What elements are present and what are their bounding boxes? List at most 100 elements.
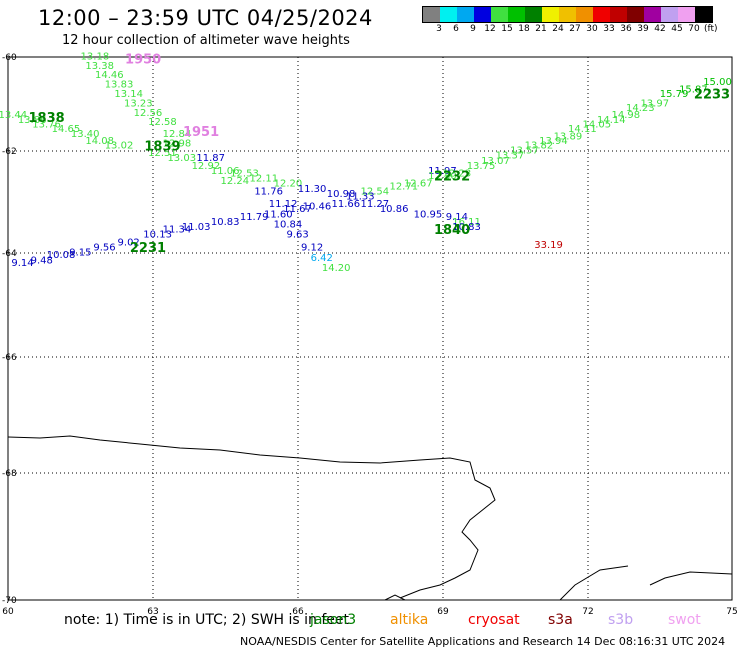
legend-swatch [542,7,559,22]
swh-value: 11.87 [196,153,225,164]
swh-value: 13.23 [124,98,153,109]
swh-value: 12.23 [443,169,472,180]
swh-value: 12.53 [230,169,259,180]
legend-label: 24 [552,24,564,34]
swh-value: 16.11 [452,217,481,228]
swh-value: 13.89 [554,131,583,142]
legend-label: 6 [453,24,459,34]
time-label: 2233 [694,88,730,103]
swh-value: 9.14 [11,258,33,269]
lon-label: 72 [582,607,593,617]
swh-value: 10.95 [414,209,443,220]
swh-value: 13.86 [18,115,47,126]
swh-value: 13.40 [71,129,100,140]
swh-value: 9.12 [301,242,323,253]
swh-value: 14.98 [611,110,640,121]
lon-label: 66 [292,607,304,617]
legend-swatch [525,7,542,22]
legend-swatch [644,7,661,22]
lon-label: 75 [726,607,737,617]
coastline [559,565,629,601]
coastline [649,571,733,586]
satellite-legend-item: s3b [608,612,634,628]
legend-swatch [474,7,491,22]
swh-value: 6.42 [311,253,333,264]
legend-label: 27 [569,24,581,34]
legend-label: 70 [688,24,700,34]
legend-swatch [440,7,457,22]
time-label: 1838 [29,111,65,126]
swh-value: 12.51 [148,148,177,159]
swh-value: 12.92 [192,161,221,172]
legend-swatch [559,7,576,22]
legend-swatch [627,7,644,22]
swh-value: 14.23 [626,103,655,114]
swh-value: 12.20 [274,179,303,190]
satellite-legend-item: cryosat [468,612,520,628]
legend-label: 33 [603,24,615,34]
coastline [7,435,496,599]
lat-label: -62 [2,147,17,157]
legend-label: 39 [637,24,649,34]
satellite-legend-item: altika [390,612,429,628]
map-subtitle: 12 hour collection of altimeter wave hei… [62,33,350,48]
swh-value: 13.38 [85,61,114,72]
swh-value: 14.20 [322,263,351,274]
lon-label: 60 [2,607,14,617]
swh-value: 13.75 [467,161,496,172]
legend-label: 21 [535,24,547,34]
legend-swatch [457,7,474,22]
swh-value: 13.18 [81,51,110,62]
swh-value: 11.34 [163,225,192,236]
legend-swatch [678,7,695,22]
swh-value: 13.83 [105,80,134,91]
swh-value: 14.11 [568,124,597,135]
lat-label: -60 [2,53,17,63]
swh-value: 12.11 [249,174,278,185]
swh-value: 11.27 [361,199,390,210]
legend-swatch [491,7,508,22]
swh-value: 14.08 [85,136,114,147]
legend-label: 42 [654,24,666,34]
legend-label: 45 [671,24,683,34]
swh-value: 11.06 [211,166,240,177]
map-title: 12:00 – 23:59 UTC 04/25/2024 [38,6,373,30]
swh-value: 14.65 [52,124,81,135]
satellite-legend-item: jason3 [310,612,357,628]
swh-value: 11.12 [269,199,298,210]
swh-value: 15.79 [660,89,689,100]
map-frame [7,56,733,601]
lon-label: 69 [437,607,449,617]
swh-value: 10.98 [327,189,356,200]
legend-label: 9 [470,24,476,34]
legend-swatch [695,7,712,22]
swh-value: 12.54 [361,186,390,197]
legend-swatch [508,7,525,22]
lat-label: -66 [2,353,17,363]
lat-label: -70 [2,596,17,606]
swh-value: 12.30 [428,171,457,182]
legend-swatch [593,7,610,22]
legend-label: 3 [436,24,442,34]
swh-value: 10.08 [47,250,76,261]
legend-label: 15 [501,24,513,34]
swh-value: 13.82 [525,141,554,152]
coastline [384,594,406,601]
legend-label: 18 [518,24,530,34]
legend-swatch [423,7,440,22]
swh-value: 12.98 [163,138,192,149]
legend-label: 36 [620,24,632,34]
lat-label: -64 [2,249,17,259]
swh-value: 10.84 [274,220,303,231]
swh-value: 12.24 [221,176,250,187]
swh-value: 9.56 [93,242,115,253]
swh-value: 10.83 [452,222,481,233]
time-label: 1950 [125,52,161,67]
legend-swatch [610,7,627,22]
swh-value: 15.87 [679,84,708,95]
swh-value: 13.57 [510,146,539,157]
lon-label: 63 [147,607,158,617]
swh-value: 11.03 [182,222,211,233]
swh-value: 11.30 [298,184,327,195]
